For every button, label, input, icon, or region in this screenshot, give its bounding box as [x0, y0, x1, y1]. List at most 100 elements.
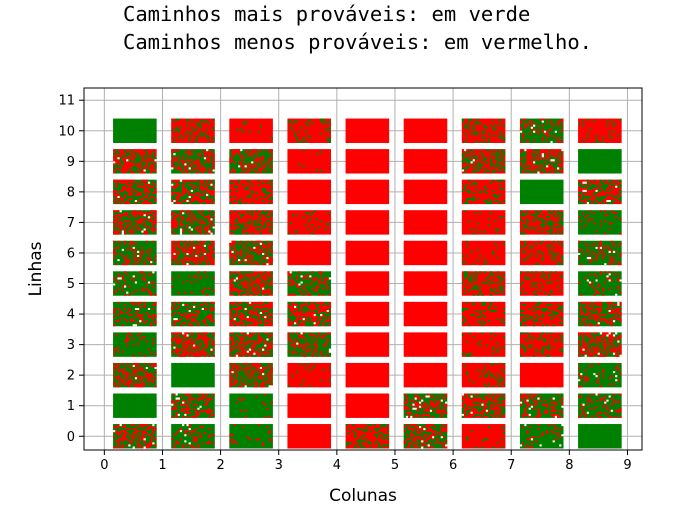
cell-fill — [345, 271, 390, 296]
cell — [229, 393, 273, 418]
cell-texture — [113, 240, 157, 266]
cell — [171, 393, 215, 418]
y-tick-label: 6 — [67, 246, 75, 261]
cell — [519, 271, 564, 296]
x-tick-label: 5 — [391, 458, 399, 473]
cell-texture — [229, 301, 273, 327]
cell-texture — [519, 393, 564, 418]
cell — [171, 301, 215, 327]
cell-texture — [113, 332, 157, 357]
cell — [345, 179, 390, 205]
cell-texture — [461, 301, 506, 327]
cell-texture — [578, 271, 622, 296]
cell — [403, 179, 448, 205]
cell — [403, 210, 448, 235]
cell — [403, 240, 448, 266]
cell-fill — [403, 332, 448, 357]
cell-texture — [113, 362, 157, 388]
y-tick-label: 5 — [67, 277, 75, 292]
cell — [287, 210, 332, 235]
cell — [345, 118, 390, 143]
cell — [345, 362, 390, 388]
cell — [519, 240, 564, 266]
cell — [113, 118, 157, 143]
cell-gaps — [418, 426, 448, 449]
cell — [578, 179, 622, 205]
cell — [171, 210, 215, 235]
cell — [578, 210, 622, 235]
cell-fill — [519, 362, 564, 388]
cell-texture — [171, 149, 215, 174]
cell-texture — [113, 301, 157, 327]
cell-fill — [578, 424, 622, 449]
cell — [461, 271, 506, 296]
cell-fill — [403, 149, 448, 174]
cell — [461, 179, 506, 205]
cell-gaps — [461, 393, 488, 416]
cell-gaps — [231, 367, 273, 388]
cell — [403, 362, 448, 388]
y-tick-label: 11 — [58, 94, 75, 109]
cell — [519, 362, 564, 388]
cell — [287, 393, 332, 418]
cell-fill — [287, 149, 332, 174]
cell — [287, 118, 332, 143]
cell — [287, 301, 332, 327]
cell-gaps — [119, 210, 151, 235]
cell — [519, 210, 564, 235]
cell — [403, 149, 448, 174]
cell-texture — [463, 210, 504, 235]
cell — [229, 179, 273, 205]
cell-fill — [171, 362, 215, 388]
cell-texture — [578, 210, 622, 235]
cell-texture — [287, 301, 332, 327]
caption-line-likely: Caminhos mais prováveis: em verde — [123, 2, 531, 26]
cell-texture — [403, 393, 448, 418]
cell — [519, 301, 564, 327]
cell-fill — [403, 179, 448, 205]
cell-gaps — [171, 393, 202, 416]
cell-texture — [171, 118, 215, 143]
cell — [461, 301, 506, 327]
x-tick-label: 0 — [100, 458, 108, 473]
cell-fill — [345, 118, 390, 143]
cell-gaps — [238, 149, 254, 168]
cell-fill — [519, 179, 564, 205]
cell — [519, 332, 564, 357]
cell — [113, 179, 157, 205]
cell-texture — [113, 424, 157, 449]
cell-fill — [461, 240, 506, 266]
cell-gaps — [132, 364, 157, 380]
caption: Caminhos mais prováveis: em verde Caminh… — [123, 0, 592, 56]
cell-texture — [522, 424, 562, 449]
cell-gaps — [519, 424, 564, 447]
cell — [345, 393, 390, 418]
cell — [113, 424, 157, 449]
cell-gaps — [113, 271, 155, 294]
cell — [461, 149, 506, 174]
cell-fill — [403, 240, 448, 266]
cell-texture — [578, 362, 622, 388]
cell-gaps — [578, 371, 618, 382]
y-tick-label: 4 — [67, 308, 75, 323]
cell-texture — [461, 240, 506, 266]
x-tick-label: 8 — [565, 458, 573, 473]
cell-fill — [287, 424, 332, 449]
cell-texture — [113, 179, 157, 205]
cell — [113, 393, 157, 418]
cell-fill — [403, 362, 448, 388]
cell-fill — [287, 179, 332, 205]
cell-fill — [345, 149, 390, 174]
plot-frame — [83, 87, 643, 451]
y-tick-label: 10 — [58, 124, 75, 139]
cell-gaps — [233, 277, 265, 290]
cell — [229, 118, 273, 143]
cell-texture — [287, 271, 332, 296]
cell-texture — [235, 393, 273, 418]
x-tick-label: 2 — [216, 458, 224, 473]
cell-texture — [519, 210, 564, 235]
cell-texture — [578, 240, 622, 266]
cell-fill — [403, 210, 448, 235]
cell-texture — [578, 332, 622, 357]
cell — [461, 362, 506, 388]
